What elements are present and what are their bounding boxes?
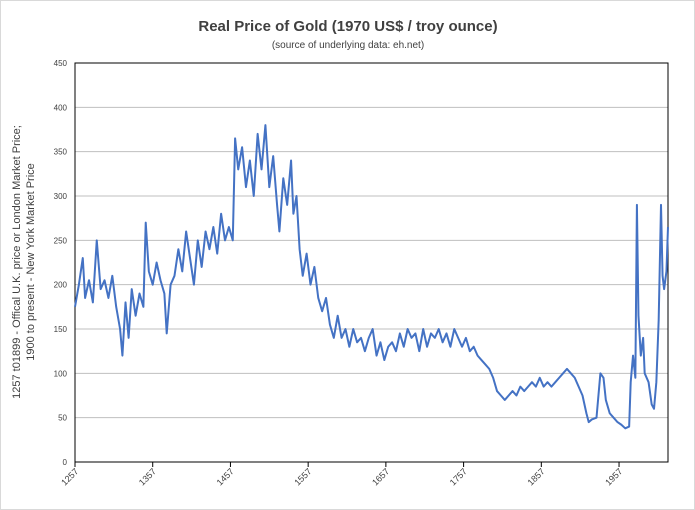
chart-subtitle: (source of underlying data: eh.net) — [272, 40, 424, 51]
y-tick-label: 100 — [54, 369, 68, 378]
y-tick-label: 450 — [54, 59, 68, 68]
y-tick-label: 150 — [54, 325, 68, 334]
y-tick-label: 0 — [63, 458, 68, 467]
y-tick-label: 350 — [54, 148, 68, 157]
chart-title: Real Price of Gold (1970 US$ / troy ounc… — [198, 18, 497, 35]
plot-border — [74, 62, 669, 463]
y-tick-label: 250 — [54, 236, 68, 245]
y-tick-label: 50 — [58, 414, 67, 423]
y-tick-label: 300 — [54, 192, 68, 201]
y-tick-label: 200 — [54, 281, 68, 290]
y-tick-label: 400 — [54, 103, 68, 112]
y-axis-label: 1900 to present - New York Market Price — [25, 163, 37, 360]
y-axis-label: 1257 t01899 - Offical U.K. price or Lond… — [11, 125, 23, 399]
price-line — [74, 124, 669, 430]
